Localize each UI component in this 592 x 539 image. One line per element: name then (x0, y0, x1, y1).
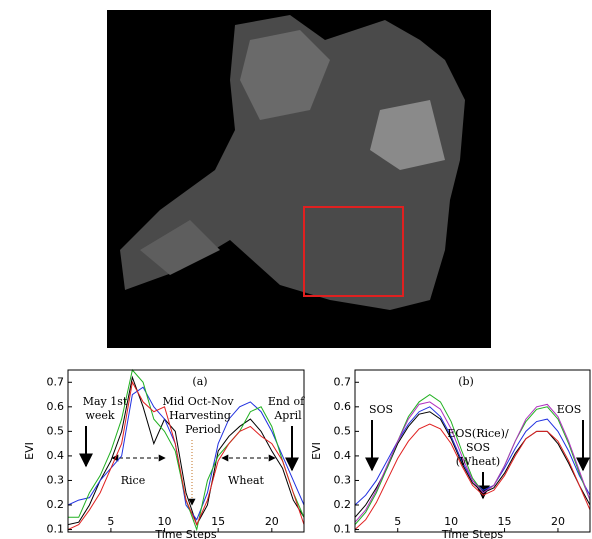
y-tick-label: 0.4 (334, 449, 352, 462)
x-tick-label: 10 (158, 515, 172, 528)
annotation: Harvesting (169, 409, 231, 422)
y-tick-label: 0.5 (334, 424, 352, 437)
x-axis-label: Time Steps (441, 528, 503, 539)
y-axis-label: EVI (310, 442, 323, 460)
x-tick-label: 15 (211, 515, 225, 528)
y-tick-label: 0.3 (47, 473, 65, 486)
annotation: Rice (121, 474, 145, 487)
y-tick-label: 0.4 (47, 449, 65, 462)
annotation: Wheat (228, 474, 264, 487)
y-tick-label: 0.7 (334, 375, 352, 388)
x-tick-label: 15 (498, 515, 512, 528)
x-axis-label: Time Steps (154, 528, 216, 539)
annotation: EOS(Rice)/ (447, 427, 509, 440)
page: 0.1 0.2 0.3 0.4 0.5 0.6 0.7 5 10 15 20 EVI Time Step… (0, 0, 592, 539)
annotation: SOS (466, 441, 490, 454)
annotation: week (85, 409, 114, 422)
y-tick-label: 0.6 (334, 400, 352, 413)
satellite-image (107, 10, 491, 348)
y-axis-label: EVI (23, 442, 36, 460)
annotation: (Wheat) (456, 455, 500, 468)
x-tick-label: 10 (444, 515, 458, 528)
y-tick-label: 0.6 (47, 400, 65, 413)
chart-title: (a) (192, 375, 207, 388)
y-tick-label: 0.1 (334, 523, 352, 536)
annotation: April (273, 409, 302, 422)
annotation: SOS (369, 403, 393, 416)
annotation: EOS (557, 403, 582, 416)
x-tick-label: 5 (107, 515, 114, 528)
y-tick-label: 0.1 (47, 523, 65, 536)
y-tick-label: 0.2 (334, 498, 352, 511)
chart-title: (b) (458, 375, 474, 388)
x-tick-label: 5 (394, 515, 401, 528)
annotation: May 1st (83, 395, 128, 408)
x-tick-label: 20 (551, 515, 565, 528)
y-tick-label: 0.5 (47, 424, 65, 437)
annotation: Period (185, 423, 221, 436)
annotation: Mid Oct-Nov (162, 395, 234, 408)
x-tick-label: 20 (265, 515, 279, 528)
y-tick-label: 0.3 (334, 473, 352, 486)
annotation: End of (268, 395, 305, 408)
figure: 0.1 0.2 0.3 0.4 0.5 0.6 0.7 5 10 15 20 EVI Time Step… (0, 0, 592, 539)
y-tick-label: 0.7 (47, 375, 65, 388)
y-tick-label: 0.2 (47, 498, 65, 511)
